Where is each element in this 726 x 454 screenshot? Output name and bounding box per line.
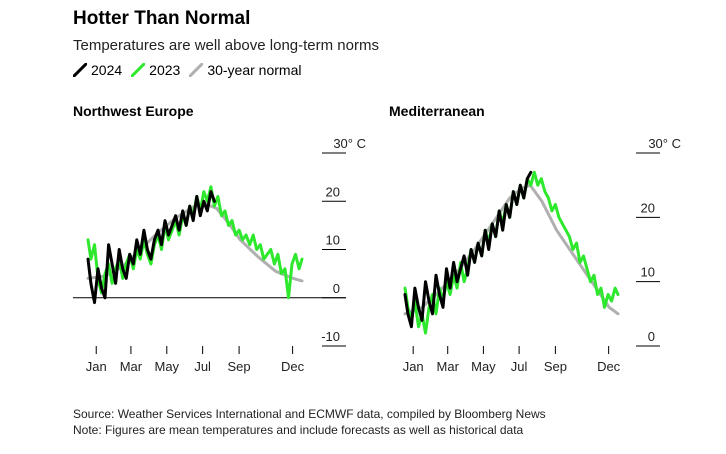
y-tick-label-med-10: 10: [641, 265, 655, 280]
legend-label-2024: 2024: [91, 62, 123, 78]
x-tick-label-med-Dec: Dec: [597, 359, 621, 374]
panel-title-northwest-europe: Northwest Europe: [73, 103, 194, 119]
x-tick-label-med-May: May: [471, 359, 496, 374]
source-note: Source: Weather Services International a…: [73, 407, 546, 421]
y-tick-label-nw-10: 10: [326, 233, 340, 248]
panel-title-mediterranean: Mediterranean: [389, 103, 485, 119]
chart-subtitle: Temperatures are well above long-term no…: [73, 37, 379, 54]
x-tick-label-nw-May: May: [154, 359, 179, 374]
chart-title: Hotter Than Normal: [73, 8, 251, 29]
footnote: Note: Figures are mean temperatures and …: [73, 423, 524, 437]
x-tick-label-nw-Sep: Sep: [228, 359, 251, 374]
x-tick-label-med-Sep: Sep: [544, 359, 567, 374]
y-tick-label-nw-30: 30° C: [333, 136, 366, 151]
series-line-nw-2024: [86, 190, 216, 305]
y-tick-label-med-30: 30° C: [648, 136, 681, 151]
legend-label-normal: 30-year normal: [207, 62, 302, 78]
x-tick-label-nw-Jan: Jan: [86, 359, 107, 374]
panel-med: 0 10 20 30° C Jan Mar May Jul Sep Dec: [403, 136, 681, 374]
legend: 2024 2023 30-year normal: [73, 62, 310, 78]
legend-swatch-normal: [189, 63, 204, 77]
y-tick-label-med-0: 0: [648, 329, 655, 344]
series-line-med-2024: [403, 170, 533, 329]
x-tick-label-med-Jul: Jul: [511, 359, 528, 374]
x-tick-label-nw-Dec: Dec: [281, 359, 305, 374]
legend-swatch-2023: [131, 63, 146, 77]
y-tick-label-med-20: 20: [641, 200, 655, 215]
legend-item-normal: 30-year normal: [189, 62, 301, 78]
legend-label-2023: 2023: [149, 62, 181, 78]
panel-nw: -10 0 10 20 30° C Jan Mar May Jul Sep Dec: [73, 136, 366, 374]
y-tick-label-nw-0: 0: [333, 281, 340, 296]
y-tick-label-nw--10: -10: [321, 329, 340, 344]
x-tick-label-med-Mar: Mar: [437, 359, 460, 374]
legend-swatch-2024: [73, 63, 87, 77]
x-tick-label-nw-Mar: Mar: [120, 359, 143, 374]
legend-item-2023: 2023: [131, 62, 180, 78]
legend-item-2024: 2024: [73, 62, 122, 78]
x-tick-label-med-Jan: Jan: [403, 359, 424, 374]
y-tick-label-nw-20: 20: [326, 184, 340, 199]
x-tick-label-nw-Jul: Jul: [194, 359, 211, 374]
